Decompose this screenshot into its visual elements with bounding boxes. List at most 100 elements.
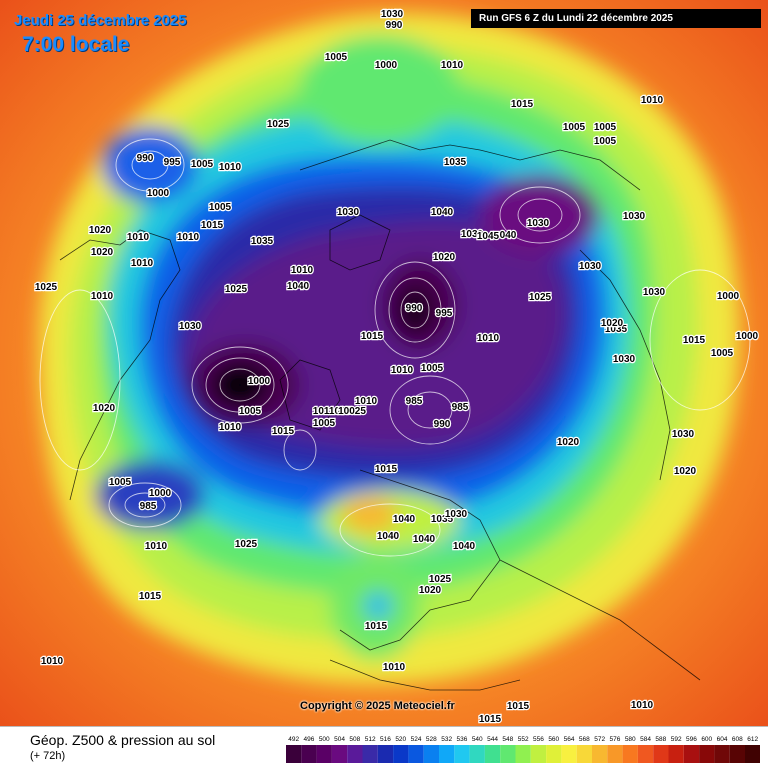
legend-level: 556 — [533, 736, 544, 743]
pressure-label: 1010 — [41, 656, 64, 667]
pressure-label: 1030 — [461, 229, 484, 240]
legend-swatch — [347, 745, 363, 763]
legend-level: 536 — [457, 736, 468, 743]
legend-level: 584 — [640, 736, 651, 743]
pressure-label: 1010 — [441, 60, 464, 71]
color-scale: 492 496 500 504 508 512 516 520 524 528 532 536 540 5… — [286, 736, 760, 763]
pressure-label: 1015 — [361, 331, 384, 342]
pressure-label: 10025 — [338, 406, 366, 417]
pressure-label: 1010 — [355, 396, 378, 407]
legend-swatch — [331, 745, 348, 763]
pressure-label: 1020 — [557, 437, 580, 448]
pressure-label: 1040 — [393, 514, 416, 525]
legend-level: 540 — [472, 736, 483, 743]
pressure-label: 1040 — [431, 207, 454, 218]
pressure-label: 1030 — [623, 211, 646, 222]
pressure-label: 1005 — [313, 418, 336, 429]
legend-swatch — [469, 745, 485, 763]
weather-map: 995 990 1005 1000 1010 1015 1010 1025 990 995 1005… — [0, 0, 768, 726]
legend-swatch — [546, 745, 562, 763]
pressure-label: 1025 — [225, 284, 248, 295]
pressure-label: 990 — [137, 153, 154, 164]
pressure-label: 1010 — [477, 333, 500, 344]
legend-swatch — [301, 745, 317, 763]
pressure-label: 1030 — [579, 261, 602, 272]
legend-swatch — [592, 745, 608, 763]
legend-swatch — [316, 745, 332, 763]
pressure-label: 1005 — [239, 406, 262, 417]
pressure-label: 1035 — [444, 157, 467, 168]
legend-panel: Géop. Z500 & pression au sol (+ 72h) 492… — [0, 726, 768, 769]
legend-swatch — [745, 745, 760, 763]
pressure-label: 1000 — [149, 488, 172, 499]
pressure-label: 1010 — [291, 265, 314, 276]
pressure-label: 1005 — [711, 348, 734, 359]
pressure-label: 1030 — [179, 321, 202, 332]
pressure-label: 985 — [452, 402, 469, 413]
pressure-label: 1040 — [453, 541, 476, 552]
pressure-label: 1025 — [429, 574, 452, 585]
pressure-label: 1010 — [391, 365, 414, 376]
pressure-label: 1005 — [109, 477, 132, 488]
legend-level: 604 — [717, 736, 728, 743]
pressure-label: 1020 — [91, 247, 114, 258]
pressure-label: 1005 — [594, 136, 617, 147]
pressure-label: 1020 — [419, 585, 442, 596]
legend-swatch — [714, 745, 730, 763]
pressure-label: 1015 — [511, 99, 534, 110]
legend-level: 520 — [395, 736, 406, 743]
legend-level: 612 — [747, 736, 758, 743]
legend-level: 564 — [564, 736, 575, 743]
legend-level: 552 — [518, 736, 529, 743]
coastlines — [59, 139, 701, 691]
legend-swatch — [408, 745, 424, 763]
pressure-label: 1020 — [89, 225, 112, 236]
legend-swatch — [484, 745, 501, 763]
pressure-label: 1030 — [445, 509, 468, 520]
pressure-label: 1025 — [235, 539, 258, 550]
pressure-label: 1010 — [631, 700, 654, 711]
pressure-label: 1010 — [641, 95, 664, 106]
legend-swatch — [515, 745, 531, 763]
pressure-label: 1005 — [191, 159, 214, 170]
legend-swatch — [668, 745, 684, 763]
legend-swatch — [699, 745, 715, 763]
legend-level: 516 — [380, 736, 391, 743]
pressure-label: 1010 — [127, 232, 150, 243]
pressure-label: 1010 — [219, 422, 242, 433]
legend-level: 608 — [732, 736, 743, 743]
pressure-label: 1030 — [672, 429, 695, 440]
legend-swatch — [362, 745, 378, 763]
legend-swatch — [530, 745, 547, 763]
pressure-label: 1035 — [605, 324, 628, 335]
legend-swatch — [576, 745, 592, 763]
pressure-label: 1010 — [177, 232, 200, 243]
pressure-label: 1005 — [563, 122, 586, 133]
pressure-label: 1015 — [272, 426, 295, 437]
pressure-label: 1010 — [131, 258, 154, 269]
forecast-time: 7:00 locale — [22, 33, 130, 56]
legend-level: 492 — [288, 736, 299, 743]
pressure-label: 1015 — [201, 220, 224, 231]
legend-subtitle: (+ 72h) — [30, 750, 66, 762]
pressure-label: 1005 — [421, 363, 444, 374]
legend-swatch — [607, 745, 623, 763]
pressure-label: 1010 — [219, 162, 242, 173]
pressure-label: 1030 — [643, 287, 666, 298]
pressure-label: 1015 — [375, 464, 398, 475]
pressure-label: 1035 — [251, 236, 274, 247]
legend-level: 548 — [502, 736, 513, 743]
legend-swatch — [653, 745, 669, 763]
legend-title: Géop. Z500 & pression au sol — [30, 732, 216, 748]
pressure-label: 1000 — [248, 376, 271, 387]
legend-swatch — [561, 745, 577, 763]
pressure-label: 1015 — [507, 701, 530, 712]
pressure-label: 1045 — [477, 231, 500, 242]
pressure-label: 990 — [406, 303, 423, 314]
legend-level: 532 — [441, 736, 452, 743]
copyright: Copyright © 2025 Meteociel.fr — [300, 700, 455, 712]
legend-level: 508 — [349, 736, 360, 743]
isobars — [39, 138, 751, 557]
pressure-label: 1030 — [613, 354, 636, 365]
pressure-label: 1000 — [147, 188, 170, 199]
